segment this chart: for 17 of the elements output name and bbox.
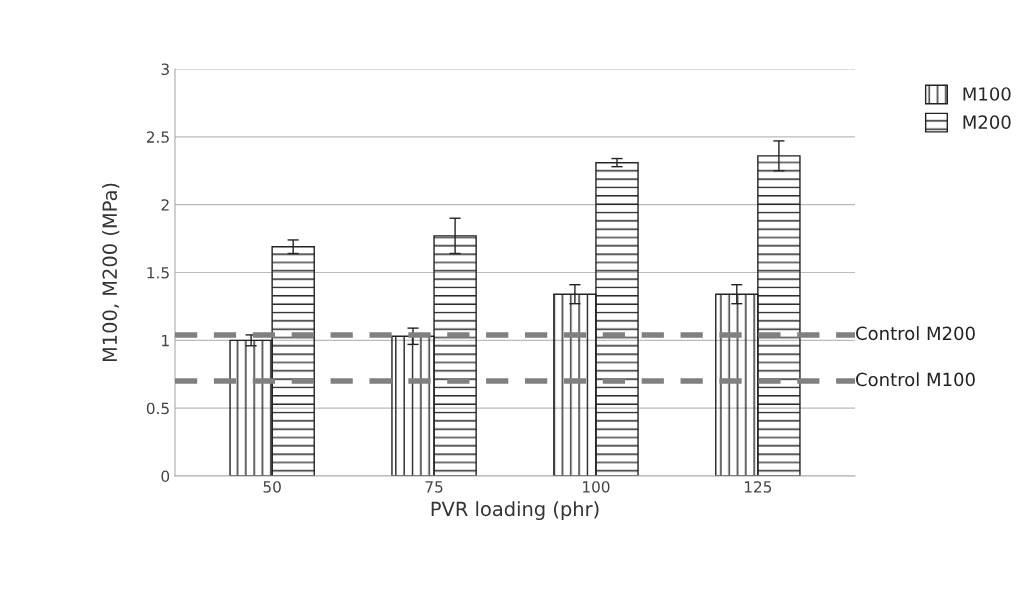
x-tick-label: 75 [425, 481, 443, 493]
ref-line-label: Control M100 [856, 372, 975, 387]
x-tick-label: 50 [263, 481, 281, 493]
y-tick-label: 1.5 [147, 267, 169, 279]
x-tick-label: 125 [744, 481, 772, 493]
y-tick-label: 0.5 [146, 402, 169, 415]
legend-label: M100 [963, 87, 1011, 101]
y-tick-label: 2.5 [146, 131, 169, 143]
y-axis-title: M100, M200 (MPa) [102, 183, 120, 362]
y-tick-label: 3 [161, 63, 169, 76]
y-tick-label: 2 [161, 199, 169, 211]
ref-line-label: Control M200 [856, 326, 975, 341]
y-tick-label: 1 [162, 335, 169, 347]
y-tick-label: 0 [161, 470, 170, 483]
x-tick-label: 100 [583, 481, 610, 493]
legend-label: M200 [963, 115, 1011, 129]
x-axis-title: PVR loading (phr) [431, 501, 599, 521]
